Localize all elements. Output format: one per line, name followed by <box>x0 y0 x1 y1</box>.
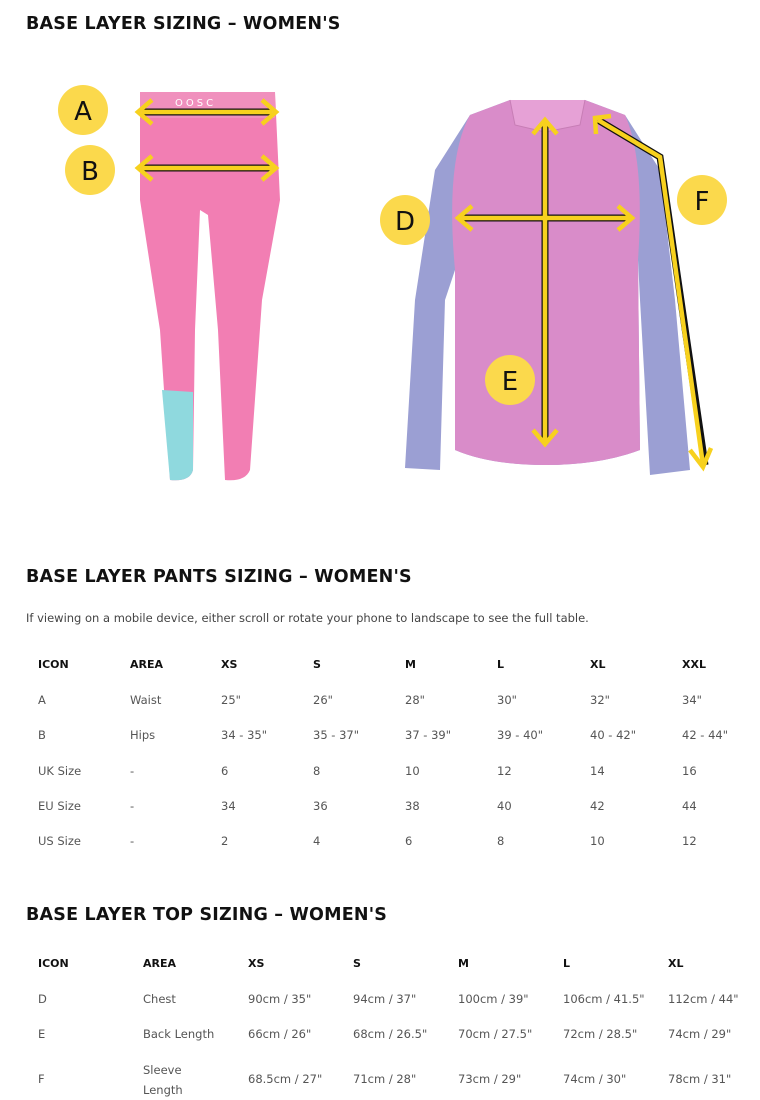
table-cell: 38 <box>405 799 420 813</box>
table-cell: US Size <box>38 834 81 848</box>
table-cell: 44 <box>682 799 697 813</box>
column-header: AREA <box>130 658 164 671</box>
table-cell: 6 <box>405 834 413 848</box>
page-title: BASE LAYER SIZING – WOMEN'S <box>26 14 341 34</box>
table-cell: 71cm / 28" <box>353 1072 417 1086</box>
table-cell: 40 <box>497 799 512 813</box>
table-cell: Back Length <box>143 1027 215 1041</box>
column-header: ICON <box>38 957 69 970</box>
table-cell: B <box>38 728 46 742</box>
table-cell: 106cm / 41.5" <box>563 992 645 1006</box>
table-cell: 70cm / 27.5" <box>458 1027 533 1041</box>
column-header: L <box>497 658 505 671</box>
table-cell: 12 <box>682 834 697 848</box>
table-cell: 34 - 35" <box>221 728 268 742</box>
column-header: XS <box>248 957 265 970</box>
top-section-title: BASE LAYER TOP SIZING – WOMEN'S <box>26 905 388 925</box>
table-cell: 6 <box>221 764 229 778</box>
table-cell: 42 - 44" <box>682 728 729 742</box>
table-cell: 32" <box>590 693 610 707</box>
column-header: XXL <box>682 658 706 671</box>
table-cell: 30" <box>497 693 517 707</box>
svg-text:A: A <box>74 97 92 127</box>
column-header: S <box>313 658 321 671</box>
marker-e: E <box>485 355 535 405</box>
table-cell: 68.5cm / 27" <box>248 1072 323 1086</box>
table-cell: D <box>38 992 47 1006</box>
table-cell: 36 <box>313 799 328 813</box>
marker-a: A <box>58 85 108 135</box>
column-header: ICON <box>38 658 69 671</box>
table-cell: 90cm / 35" <box>248 992 312 1006</box>
column-header: XL <box>668 957 684 970</box>
table-cell: 34 <box>221 799 236 813</box>
column-header: M <box>458 957 469 970</box>
table-cell: 73cm / 29" <box>458 1072 522 1086</box>
table-cell: - <box>130 799 135 813</box>
table-cell: - <box>130 764 135 778</box>
table-cell: Hips <box>130 728 156 742</box>
table-cell: Chest <box>143 992 176 1006</box>
table-cell: UK Size <box>38 764 82 778</box>
table-cell: 8 <box>497 834 505 848</box>
table-cell: 100cm / 39" <box>458 992 529 1006</box>
table-cell: 35 - 37" <box>313 728 360 742</box>
table-cell: 25" <box>221 693 241 707</box>
svg-text:B: B <box>81 157 99 187</box>
table-cell: 12 <box>497 764 512 778</box>
table-cell: 4 <box>313 834 321 848</box>
column-header: S <box>353 957 361 970</box>
svg-text:D: D <box>395 207 415 237</box>
marker-f: F <box>677 175 727 225</box>
column-header: L <box>563 957 571 970</box>
column-header: XL <box>590 658 606 671</box>
table-cell: 10 <box>590 834 605 848</box>
table-cell: 2 <box>221 834 229 848</box>
marker-b: B <box>65 145 115 195</box>
table-cell: 16 <box>682 764 697 778</box>
table-cell: A <box>38 693 46 707</box>
logo-text: OOSC <box>175 98 216 109</box>
table-cell: 66cm / 26" <box>248 1027 312 1041</box>
table-cell: 8 <box>313 764 321 778</box>
table-cell: 112cm / 44" <box>668 992 739 1006</box>
table-cell: 39 - 40" <box>497 728 544 742</box>
svg-text:E: E <box>502 367 518 397</box>
pants-section-title: BASE LAYER PANTS SIZING – WOMEN'S <box>26 567 412 587</box>
column-header: M <box>405 658 416 671</box>
table-cell: E <box>38 1027 46 1041</box>
table-cell: EU Size <box>38 799 81 813</box>
table-cell: 10 <box>405 764 420 778</box>
table-cell: 74cm / 29" <box>668 1027 732 1041</box>
table-cell: 37 - 39" <box>405 728 452 742</box>
table-cell: - <box>130 834 135 848</box>
table-cell: 14 <box>590 764 605 778</box>
table-cell: 28" <box>405 693 425 707</box>
sizing-illustration: OOSC A B D E F <box>58 85 727 481</box>
svg-text:F: F <box>695 187 710 217</box>
table-cell: Sleeve Length <box>143 1063 183 1097</box>
table-cell: F <box>38 1072 45 1086</box>
table-cell: Waist <box>130 693 162 707</box>
table-cell: 78cm / 31" <box>668 1072 732 1086</box>
column-header: AREA <box>143 957 177 970</box>
table-cell: 42 <box>590 799 605 813</box>
column-header: XS <box>221 658 238 671</box>
leggings-image: OOSC <box>140 92 280 481</box>
table-cell: 40 - 42" <box>590 728 637 742</box>
table-cell: 34" <box>682 693 702 707</box>
table-cell: 68cm / 26.5" <box>353 1027 428 1041</box>
table-cell: 74cm / 30" <box>563 1072 627 1086</box>
table-cell: 72cm / 28.5" <box>563 1027 638 1041</box>
marker-d: D <box>380 195 430 245</box>
table-cell: 26" <box>313 693 333 707</box>
mobile-note: If viewing on a mobile device, either sc… <box>26 611 589 625</box>
table-cell: 94cm / 37" <box>353 992 417 1006</box>
